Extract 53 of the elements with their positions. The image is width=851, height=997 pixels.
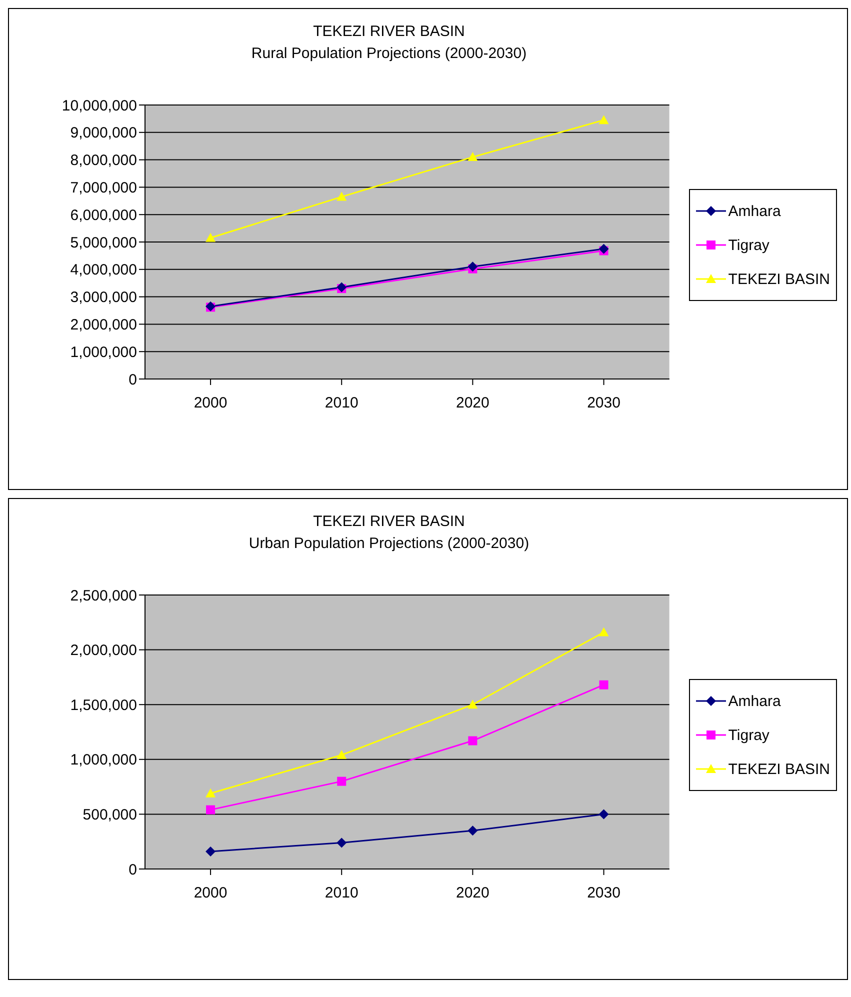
x-tick-label: 2010 [324, 884, 358, 902]
y-tick-label: 8,000,000 [70, 152, 137, 170]
x-tick-label: 2020 [456, 884, 490, 902]
point [599, 680, 608, 690]
y-tick-label: 1,000,000 [70, 344, 137, 361]
y-tick-label: 500,000 [82, 806, 137, 824]
point [336, 750, 347, 760]
chart-subtitle: Rural Population Projections (2000-2030) [250, 44, 528, 64]
y-tick-label: 2,500,000 [70, 587, 137, 604]
point [468, 826, 478, 836]
point [598, 809, 609, 820]
point [337, 776, 346, 786]
y-tick-label: 10,000,000 [62, 97, 137, 114]
y-tick-label: 6,000,000 [70, 206, 137, 224]
y-tick-label: 4,000,000 [70, 262, 137, 279]
x-tick-label: 2000 [194, 394, 228, 412]
point [468, 736, 478, 746]
x-tick-label: 2030 [587, 394, 620, 412]
legend-label: Amhara [728, 202, 781, 220]
chart-title: TEKEZI RIVER BASIN [312, 512, 466, 532]
y-tick-label: 3,000,000 [70, 289, 137, 306]
point [468, 262, 478, 272]
point [468, 700, 478, 709]
y-tick-label: 0 [128, 371, 137, 388]
point [206, 846, 216, 856]
legend-label: Tigray [728, 726, 770, 744]
y-tick-label: 5,000,000 [70, 234, 137, 252]
chart-title: TEKEZI RIVER BASIN [312, 22, 466, 42]
y-tick-label: 0 [128, 861, 137, 878]
point [336, 838, 347, 848]
y-tick-label: 1,000,000 [70, 752, 137, 769]
legend-label: Amhara [728, 692, 781, 710]
y-tick-label: 1,500,000 [70, 696, 137, 714]
x-tick-label: 2030 [587, 884, 620, 902]
y-tick-label: 2,000,000 [70, 642, 137, 660]
y-tick-label: 2,000,000 [70, 316, 137, 334]
legend-label: Tigray [728, 236, 770, 254]
legend-label: TEKEZI BASIN [728, 760, 830, 778]
point [206, 805, 216, 814]
point [206, 788, 216, 798]
x-tick-label: 2010 [324, 394, 358, 412]
x-tick-label: 2020 [456, 394, 490, 412]
point [598, 244, 609, 254]
y-tick-label: 7,000,000 [70, 180, 137, 197]
point [468, 152, 478, 162]
y-tick-label: 9,000,000 [70, 124, 137, 142]
legend-label: TEKEZI BASIN [728, 270, 830, 288]
chart-subtitle: Urban Population Projections (2000-2030) [248, 534, 530, 554]
point [336, 192, 347, 201]
point [598, 627, 609, 636]
point [598, 115, 609, 124]
point [206, 232, 216, 242]
x-tick-label: 2000 [194, 884, 228, 902]
